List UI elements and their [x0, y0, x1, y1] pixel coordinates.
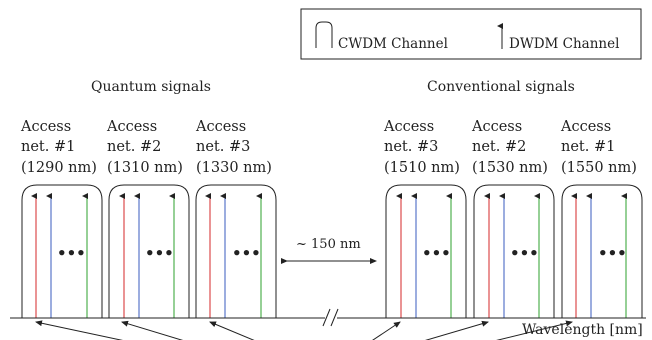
- channel-dots: •••: [145, 244, 174, 262]
- cwdm-channel-envelope: [195, 184, 277, 318]
- access-net-label-2: net. #2: [107, 139, 161, 155]
- axis-break-mark: [330, 308, 339, 327]
- pointer-arrows: [35, 320, 573, 340]
- pointer-arrow: [35, 320, 124, 340]
- axis-label: Wavelength [nm]: [522, 322, 643, 338]
- channel-dots: •••: [510, 244, 539, 262]
- axis-break-mark: [322, 308, 331, 327]
- legend-cwdm-label: CWDM Channel: [338, 36, 448, 52]
- cwdm-channel-envelope: [385, 184, 467, 318]
- conventional-signals-title: Conventional signals: [427, 79, 575, 95]
- channel-dots: •••: [598, 244, 627, 262]
- cwdm-channel-envelope: [21, 184, 103, 318]
- gap-label: ~ 150 nm: [296, 237, 361, 252]
- access-net-label-4: net. #3: [384, 139, 438, 155]
- cwdm-channel-envelope: [561, 184, 643, 318]
- channel-6: •••: [561, 184, 643, 318]
- pointer-arrow: [209, 321, 255, 340]
- access-net-label-5: net. #2: [472, 139, 526, 155]
- pointer-arrow: [121, 320, 184, 340]
- cwdm-channel-icon: [315, 21, 333, 48]
- access-net-label-3: (1330 nm): [196, 160, 272, 176]
- cwdm-channel-envelope: [108, 184, 190, 318]
- access-net-label-5: (1530 nm): [472, 160, 548, 176]
- access-net-label-2: Access: [106, 119, 157, 135]
- channel-5: •••: [473, 184, 555, 318]
- access-net-labels: Access net. #1 (1290 nm) Access net. #2 …: [20, 119, 637, 176]
- pointer-arrow: [496, 320, 573, 340]
- channel-dots: •••: [232, 244, 261, 262]
- access-net-label-1: net. #1: [21, 139, 75, 155]
- channel-4: •••: [385, 184, 467, 318]
- channel-dots: •••: [422, 244, 451, 262]
- pointer-arrow: [372, 321, 401, 340]
- channel-dots: •••: [57, 244, 86, 262]
- legend-dwdm-label: DWDM Channel: [509, 36, 619, 52]
- channel-1: •••: [21, 184, 103, 318]
- cwdm-channel-envelope: [473, 184, 555, 318]
- access-net-label-6: (1550 nm): [561, 160, 637, 176]
- quantum-signals-title: Quantum signals: [91, 79, 211, 95]
- access-net-label-2: (1310 nm): [107, 160, 183, 176]
- wavelength-axis: Wavelength [nm]: [10, 308, 646, 338]
- legend: CWDM Channel DWDM Channel: [300, 8, 642, 60]
- access-net-label-1: (1290 nm): [21, 160, 97, 176]
- access-net-label-6: net. #1: [561, 139, 615, 155]
- pointer-arrow: [425, 320, 489, 340]
- legend-box: [300, 8, 642, 60]
- access-net-label-6: Access: [560, 119, 611, 135]
- channel-2: •••: [108, 184, 190, 318]
- access-net-label-4: (1510 nm): [384, 160, 460, 176]
- access-net-label-3: net. #3: [196, 139, 250, 155]
- access-net-label-1: Access: [20, 119, 71, 135]
- access-net-label-3: Access: [195, 119, 246, 135]
- channel-3: •••: [195, 184, 277, 318]
- band-gap-indicator: ~ 150 nm: [281, 237, 377, 264]
- access-net-label-5: Access: [471, 119, 522, 135]
- access-net-label-4: Access: [383, 119, 434, 135]
